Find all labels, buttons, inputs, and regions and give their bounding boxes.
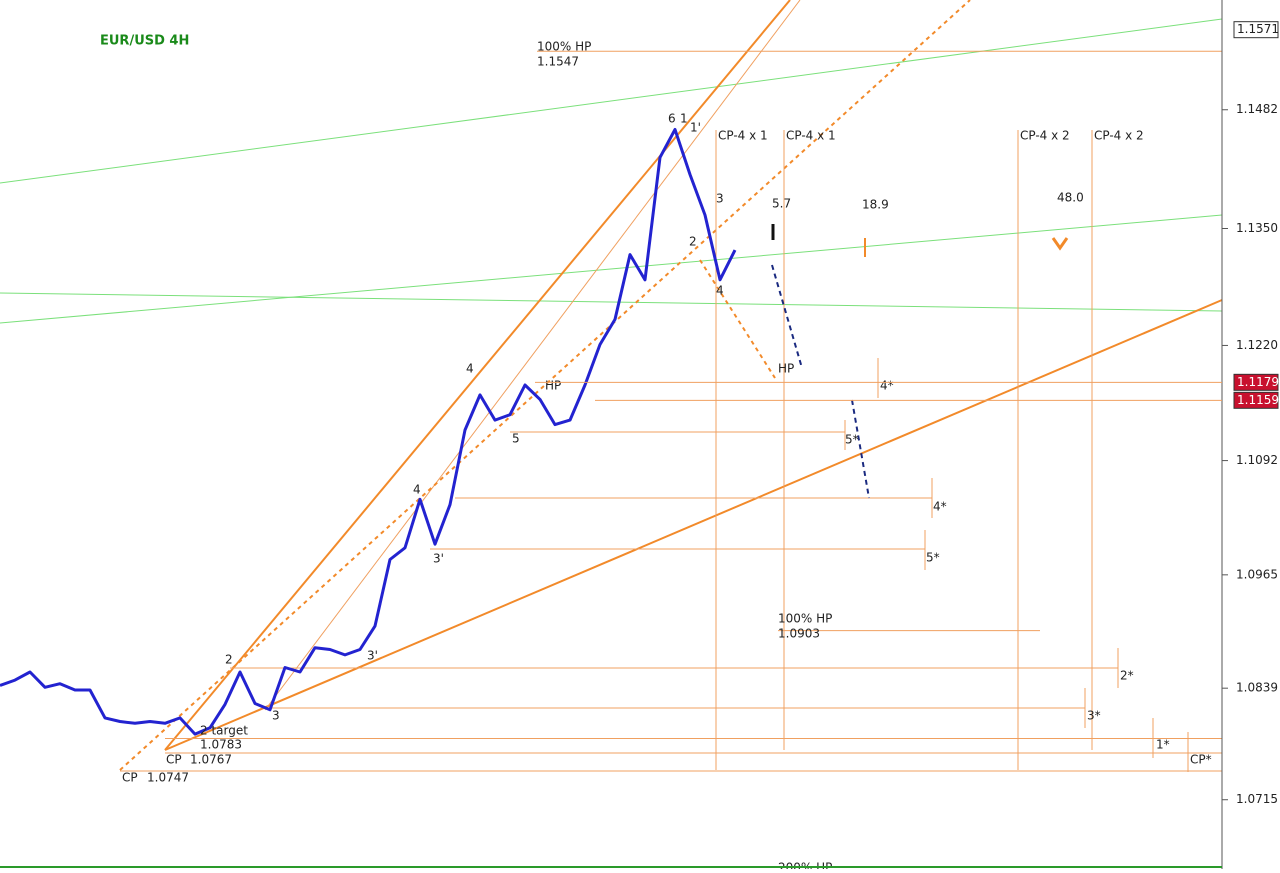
y-tick-label: 1.0715	[1236, 792, 1278, 806]
annotation: 3	[272, 709, 280, 723]
dashed-line	[699, 259, 776, 379]
price-line	[0, 128, 737, 736]
annotation: 5	[512, 432, 520, 446]
level-label: 1.0767	[190, 753, 232, 767]
price-box-label: 1.1571	[1237, 22, 1279, 36]
arrow	[1051, 237, 1069, 251]
price-box-label: 1.1179	[1237, 375, 1279, 389]
annotation: 5.7	[772, 197, 791, 211]
annotation: 100% HP	[778, 612, 832, 626]
chart-title: EUR/USD 4H	[100, 34, 189, 49]
annotation: 2	[225, 653, 233, 667]
annotation: 1	[680, 112, 688, 126]
y-tick-label: 1.1220	[1236, 338, 1278, 352]
level-label: 1.0903	[778, 627, 820, 641]
annotation: 6	[668, 112, 676, 126]
annotation: CP	[122, 771, 138, 785]
annotation: 4	[466, 362, 474, 376]
annotation: 5*	[845, 433, 859, 447]
annotation: 18.9	[862, 198, 889, 212]
annotation: 48.0	[1057, 191, 1084, 205]
price-box-label: 1.1159	[1237, 393, 1279, 407]
annotation: 2	[689, 235, 697, 249]
annotation: 5*	[926, 551, 940, 565]
annotation: 1*	[1156, 738, 1170, 752]
annotation: 3'	[433, 552, 444, 566]
annotation: 3	[716, 192, 724, 206]
level-label: 1.0747	[147, 771, 189, 785]
annotation: CP*	[1190, 753, 1212, 767]
green-line	[0, 292, 1223, 312]
annotation: 4*	[880, 379, 894, 393]
annotation: HP	[778, 362, 794, 376]
annotation: CP-4 x 2	[1094, 129, 1144, 143]
y-tick-label: 1.1092	[1236, 453, 1278, 467]
y-tick-label: 1.1350	[1236, 221, 1278, 235]
annotation: 100% HP	[537, 40, 591, 54]
annotation: CP-4 x 1	[786, 129, 836, 143]
green-line	[0, 18, 1223, 184]
dashed-line	[119, 0, 971, 771]
channel-line	[164, 0, 791, 751]
annotation: CP-4 x 1	[718, 129, 768, 143]
annotation: 4*	[933, 500, 947, 514]
y-tick-label: 1.0965	[1236, 567, 1278, 581]
annotation: 2 target	[200, 724, 248, 738]
price-box	[1233, 21, 1279, 39]
price-box	[1233, 373, 1279, 391]
annotation: 4	[413, 483, 421, 497]
level-label: 1.0783	[200, 738, 242, 752]
annotation: 3*	[1087, 709, 1101, 723]
green-line	[0, 214, 1223, 324]
annotation: HP	[545, 379, 561, 393]
channel-line	[264, 0, 801, 711]
annotation: CP	[166, 753, 182, 767]
annotation: 4	[716, 284, 724, 298]
arrow	[771, 264, 803, 369]
y-tick-label: 1.0839	[1236, 681, 1278, 695]
level-label: 1.1547	[537, 55, 579, 69]
axis-panel	[1222, 0, 1280, 869]
annotation: 1'	[690, 121, 701, 135]
channel-line	[164, 299, 1223, 751]
annotation: CP-4 x 2	[1020, 129, 1070, 143]
trend-lines	[0, 0, 1223, 772]
annotation: 2*	[1120, 669, 1134, 683]
annotation: 3'	[367, 649, 378, 663]
price-box	[1233, 391, 1279, 409]
y-tick-label: 1.1482	[1236, 102, 1278, 116]
arrow	[851, 399, 870, 499]
